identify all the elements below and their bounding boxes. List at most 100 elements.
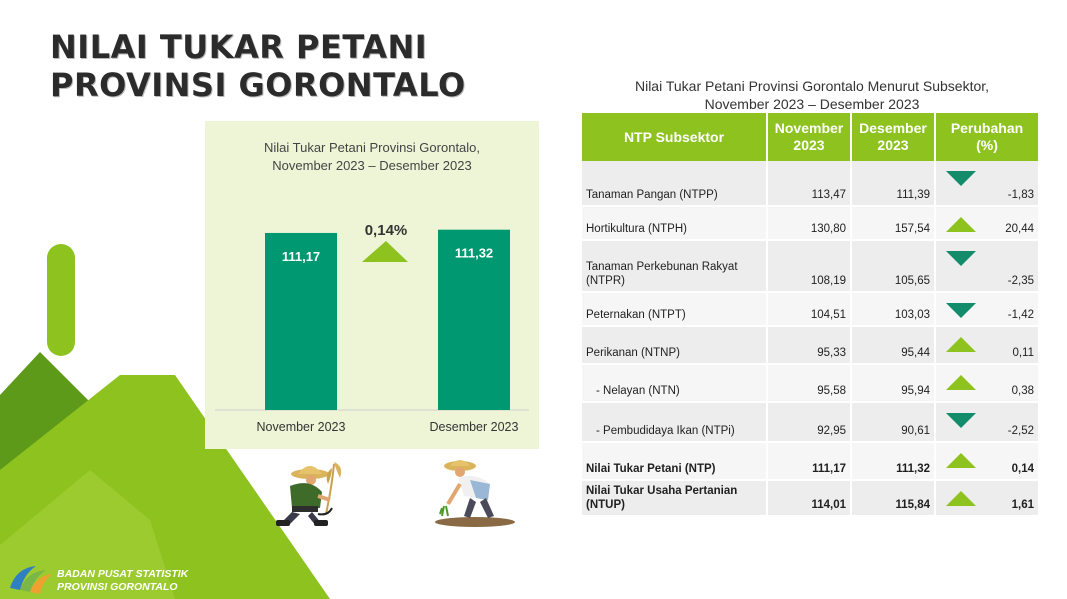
cell-desember: 95,44 [852,327,936,365]
bar-november [265,232,337,410]
table-row: Hortikultura (NTPH) 130,80 157,54 20,44 [582,207,1038,241]
table-row: Tanaman Pangan (NTPP) 113,47 111,39 -1,83 [582,161,1038,207]
perubahan-value: 0,14 [1011,463,1034,475]
cell-november: 92,95 [768,403,852,443]
perubahan-value: -2,52 [1007,425,1034,437]
chart-panel: Nilai Tukar Petani Provinsi Gorontalo, N… [205,121,539,449]
bps-org-name: BADAN PUSAT STATISTIK PROVINSI GORONTALO [57,568,188,594]
table-row: Nilai Tukar Petani (NTP) 111,17 111,32 0,14 [582,443,1038,481]
page-title-line1: NILAI TUKAR PETANI [50,28,428,66]
cell-desember: 111,39 [852,161,936,207]
table-row: - Pembudidaya Ikan (NTPi) 92,95 90,61 -2,52 [582,403,1038,443]
farmer-planting-icon [435,460,515,527]
cell-perubahan: 0,14 [936,443,1038,481]
chart-title-line1: Nilai Tukar Petani Provinsi Gorontalo, [263,140,481,155]
cell-perubahan: -2,35 [936,241,1038,293]
perubahan-value: 0,38 [1011,385,1034,397]
bar-value-label: 111,32 [455,246,493,261]
bps-org-line2: PROVINSI GORONTALO [57,581,178,593]
triangle-down-icon [946,171,976,186]
triangle-up-icon [946,337,976,352]
triangle-up-icon [362,241,408,262]
table-row: Perikanan (NTNP) 95,33 95,44 0,11 [582,327,1038,365]
cell-subsektor: Tanaman Pangan (NTPP) [582,161,768,207]
bar-chart: 111,17 November 2023 111,32 Desember 2023 0… [215,222,529,434]
ntp-subsektor-table: NTP Subsektor November 2023 Desember 202… [582,113,1038,517]
bps-org-line1: BADAN PUSAT STATISTIK [57,568,189,580]
cell-desember: 90,61 [852,403,936,443]
cell-subsektor: Hortikultura (NTPH) [582,207,768,241]
table-title-line1: Nilai Tukar Petani Provinsi Gorontalo Me… [634,78,990,94]
header-desember-line2: 2023 [877,137,909,153]
table-header-row: NTP Subsektor November 2023 Desember 202… [582,113,1038,161]
cell-desember: 111,32 [852,443,936,481]
cell-perubahan: -1,42 [936,293,1038,327]
page-title: NILAI TUKAR PETANI PROVINSI GORONTALO [50,28,466,104]
cell-desember: 103,03 [852,293,936,327]
perubahan-value: 0,11 [1012,347,1034,359]
perubahan-value: -1,83 [1007,189,1034,201]
header-november-line1: November [774,120,844,136]
bar-desember [438,229,510,410]
header-desember: Desember 2023 [852,113,936,161]
decorative-pill [47,244,75,356]
header-perubahan: Perubahan (%) [936,113,1038,161]
category-label: Desember 2023 [430,420,519,434]
cell-desember: 95,94 [852,365,936,403]
triangle-up-icon [946,375,976,390]
triangle-down-icon [946,251,976,266]
table-title-line2: November 2023 – Desember 2023 [704,96,920,112]
chart-title-line2: November 2023 – Desember 2023 [272,158,472,173]
cell-november: 113,47 [768,161,852,207]
table-body: Tanaman Pangan (NTPP) 113,47 111,39 -1,83 Ho… [582,161,1038,517]
cell-subsektor: - Nelayan (NTN) [582,365,768,403]
farmer-harvesting-icon [276,462,342,526]
table-row: Peternakan (NTPT) 104,51 103,03 -1,42 [582,293,1038,327]
perubahan-value: -2,35 [1007,275,1034,287]
cell-perubahan: 0,11 [936,327,1038,365]
table-title: Nilai Tukar Petani Provinsi Gorontalo Me… [582,77,1042,113]
header-perubahan-line2: (%) [976,137,998,153]
category-label: November 2023 [257,420,346,434]
bps-logo-icon [10,566,52,594]
cell-subsektor: Peternakan (NTPT) [582,293,768,327]
table-row: Tanaman Perkebunan Rakyat (NTPR) 108,19 10… [582,241,1038,293]
header-november: November 2023 [768,113,852,161]
cell-november: 95,33 [768,327,852,365]
header-subsektor: NTP Subsektor [582,113,768,161]
page-title-line2: PROVINSI GORONTALO [50,66,466,104]
cell-perubahan: 1,61 [936,481,1038,517]
cell-desember: 115,84 [852,481,936,517]
cell-november: 95,58 [768,365,852,403]
header-perubahan-line1: Perubahan [950,120,1024,136]
triangle-down-icon [946,303,976,318]
table-row: - Nelayan (NTN) 95,58 95,94 0,38 [582,365,1038,403]
cell-november: 114,01 [768,481,852,517]
cell-november: 108,19 [768,241,852,293]
cell-perubahan: 0,38 [936,365,1038,403]
header-november-line2: 2023 [793,137,825,153]
cell-november: 130,80 [768,207,852,241]
cell-perubahan: -1,83 [936,161,1038,207]
perubahan-value: -1,42 [1007,309,1034,321]
triangle-up-icon [946,217,976,232]
perubahan-value: 1,61 [1011,499,1034,511]
cell-november: 111,17 [768,443,852,481]
cell-subsektor: Tanaman Perkebunan Rakyat (NTPR) [582,241,768,293]
chart-title: Nilai Tukar Petani Provinsi Gorontalo, N… [205,139,539,175]
triangle-down-icon [946,413,976,428]
cell-subsektor: - Pembudidaya Ikan (NTPi) [582,403,768,443]
cell-subsektor: Nilai Tukar Petani (NTP) [582,443,768,481]
header-desember-line1: Desember [859,120,927,136]
perubahan-value: 20,44 [1005,223,1034,235]
table-row: Nilai Tukar Usaha Pertanian (NTUP) 114,01… [582,481,1038,517]
cell-desember: 105,65 [852,241,936,293]
cell-perubahan: 20,44 [936,207,1038,241]
cell-desember: 157,54 [852,207,936,241]
cell-perubahan: -2,52 [936,403,1038,443]
cell-november: 104,51 [768,293,852,327]
triangle-up-icon [946,453,976,468]
bar-value-label: 111,17 [282,249,320,264]
change-label: 0,14% [365,222,408,239]
cell-subsektor: Perikanan (NTNP) [582,327,768,365]
